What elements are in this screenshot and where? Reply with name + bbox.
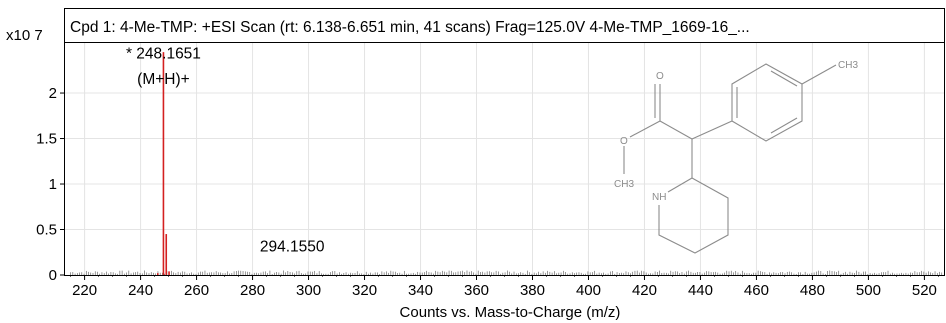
y-tick-label: 1 [49,176,57,193]
x-tick-label: 260 [184,282,209,299]
x-tick-label: 460 [744,282,769,299]
y-tick-label: 2 [49,85,57,102]
y-tick-label: 1.5 [36,131,57,148]
x-tick-label: 220 [72,282,97,299]
x-tick-label: 340 [408,282,433,299]
x-tick-label: 300 [296,282,321,299]
y-tick-label: 0.5 [36,222,57,239]
ring-methyl-label: CH3 [838,60,858,71]
x-tick-label: 440 [688,282,713,299]
x-tick-label: 380 [520,282,545,299]
carbonyl-oxygen-label: O [656,71,664,82]
x-axis-label: Counts vs. Mass-to-Charge (m/z) [400,304,621,321]
x-tick-label: 240 [128,282,153,299]
peak-label: * 248.1651 [126,45,201,62]
piperidine-ring [658,177,729,254]
x-tick-label: 400 [576,282,601,299]
x-tick-label: 480 [800,282,825,299]
peak-label: 294.1550 [260,238,325,255]
y-axis: 0 0.5 1 1.5 2 [36,85,65,284]
title-box [64,8,945,43]
amine-label: NH [652,192,666,203]
chart-title: Cpd 1: 4-Me-TMP: +ESI Scan (rt: 6.138-6.… [70,19,750,36]
peak-series [156,52,170,275]
y-tick-label: 0 [49,267,57,284]
x-tick-label: 360 [464,282,489,299]
x-tick-label: 500 [856,282,881,299]
peak-annotations: * 248.1651 (M+H)+ 294.1550 [126,45,325,255]
grid-lines [65,43,944,275]
x-axis: 220 240 260 280 300 320 340 360 380 400 420 440 460 4… [70,275,939,299]
baseline-noise [70,270,943,275]
x-tick-label: 320 [352,282,377,299]
molecule-structure [623,63,837,254]
x-tick-label: 520 [912,282,937,299]
ester-methyl-label: CH3 [614,179,634,190]
ester-oxygen-label: O [620,136,628,147]
x-tick-label: 280 [240,282,265,299]
peak-label: (M+H)+ [137,71,190,88]
x-tick-label: 420 [632,282,657,299]
y-multiplier: x10 7 [6,27,43,44]
